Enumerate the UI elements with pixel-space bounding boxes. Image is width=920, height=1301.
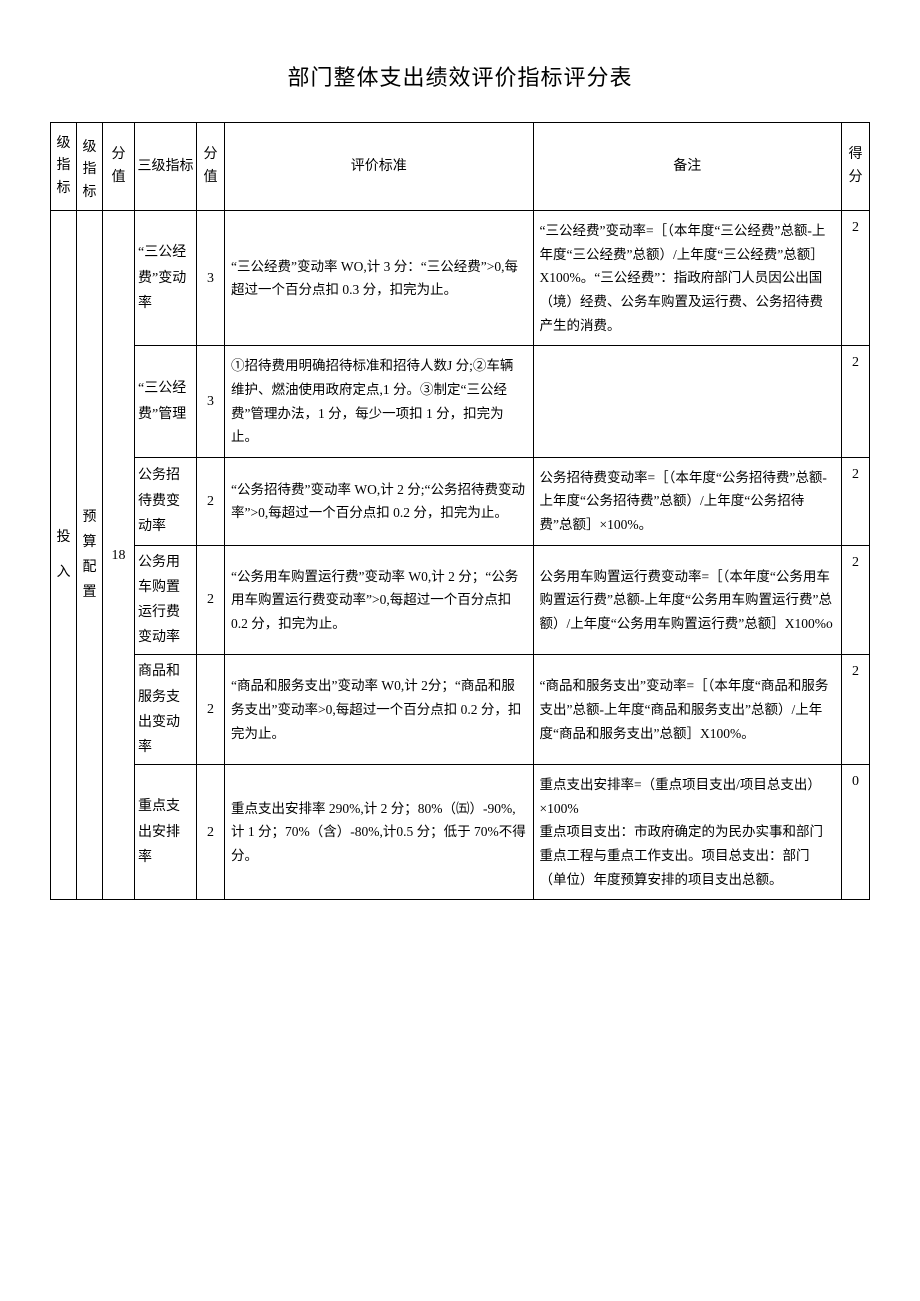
- level3-cell: 商品和服务支出变动率: [135, 655, 197, 765]
- row-score-cell: 3: [197, 346, 225, 458]
- row-score-cell: 2: [197, 545, 225, 655]
- level2-cell: 预算配置: [77, 211, 103, 900]
- row-score-cell: 2: [197, 655, 225, 765]
- remark-cell: 公务用车购置运行费变动率=［（本年度“公务用车购置运行费”总额-上年度“公务用车…: [533, 545, 842, 655]
- final-score-cell: 0: [842, 765, 870, 900]
- page-title: 部门整体支出绩效评价指标评分表: [50, 60, 870, 92]
- col-score2: 分值: [197, 123, 225, 211]
- col-score1: 分值: [103, 123, 135, 211]
- final-score-cell: 2: [842, 211, 870, 346]
- level3-cell: 重点支出安排率: [135, 765, 197, 900]
- col-level1: 级指标: [51, 123, 77, 211]
- remark-cell: 重点支出安排率=（重点项目支出/项目总支出）×100% 重点项目支出：市政府确定…: [533, 765, 842, 900]
- criteria-cell: “公务招待费”变动率 WO,计 2 分;“公务招待费变动率”>0,每超过一个百分…: [225, 457, 534, 545]
- col-level3: 三级指标: [135, 123, 197, 211]
- row-score-cell: 2: [197, 457, 225, 545]
- criteria-cell: “三公经费”变动率 WO,计 3 分：“三公经费”>0,每超过一个百分点扣 0.…: [225, 211, 534, 346]
- final-score-cell: 2: [842, 457, 870, 545]
- table-row: 商品和服务支出变动率 2 “商品和服务支出”变动率 W0,计 2分；“商品和服务…: [51, 655, 870, 765]
- final-score-cell: 2: [842, 346, 870, 458]
- row-score-cell: 3: [197, 211, 225, 346]
- table-header-row: 级指标 级指标 分值 三级指标 分值 评价标准 备注 得分: [51, 123, 870, 211]
- level3-cell: “三公经费”变动率: [135, 211, 197, 346]
- table-row: “三公经费”管理 3 ①招待费用明确招待标准和招待人数J 分;②车辆维护、燃油使…: [51, 346, 870, 458]
- remark-cell: 公务招待费变动率=［（本年度“公务招待费”总额-上年度“公务招待费”总额）/上年…: [533, 457, 842, 545]
- criteria-cell: “商品和服务支出”变动率 W0,计 2分；“商品和服务支出”变动率>0,每超过一…: [225, 655, 534, 765]
- level3-cell: “三公经费”管理: [135, 346, 197, 458]
- criteria-cell: ①招待费用明确招待标准和招待人数J 分;②车辆维护、燃油使用政府定点,1 分。③…: [225, 346, 534, 458]
- col-remark: 备注: [533, 123, 842, 211]
- level2-score-cell: 18: [103, 211, 135, 900]
- col-criteria: 评价标准: [225, 123, 534, 211]
- level3-cell: 公务用车购置运行费变动率: [135, 545, 197, 655]
- remark-cell: [533, 346, 842, 458]
- table-row: 公务用车购置运行费变动率 2 “公务用车购置运行费”变动率 W0,计 2 分；“…: [51, 545, 870, 655]
- table-row: 投入 预算配置 18 “三公经费”变动率 3 “三公经费”变动率 WO,计 3 …: [51, 211, 870, 346]
- criteria-cell: 重点支出安排率 290%,计 2 分；80%（㈤）-90%,计 1 分；70%（…: [225, 765, 534, 900]
- evaluation-table: 级指标 级指标 分值 三级指标 分值 评价标准 备注 得分 投入 预算配置 18…: [50, 122, 870, 900]
- final-score-cell: 2: [842, 545, 870, 655]
- col-level2: 级指标: [77, 123, 103, 211]
- final-score-cell: 2: [842, 655, 870, 765]
- remark-cell: “三公经费”变动率=［（本年度“三公经费”总额-上年度“三公经费”总额）/上年度…: [533, 211, 842, 346]
- table-row: 公务招待费变动率 2 “公务招待费”变动率 WO,计 2 分;“公务招待费变动率…: [51, 457, 870, 545]
- table-row: 重点支出安排率 2 重点支出安排率 290%,计 2 分；80%（㈤）-90%,…: [51, 765, 870, 900]
- criteria-cell: “公务用车购置运行费”变动率 W0,计 2 分；“公务用车购置运行费变动率”>0…: [225, 545, 534, 655]
- level1-cell: 投入: [51, 211, 77, 900]
- row-score-cell: 2: [197, 765, 225, 900]
- col-final: 得分: [842, 123, 870, 211]
- level3-cell: 公务招待费变动率: [135, 457, 197, 545]
- remark-cell: “商品和服务支出”变动率=［（本年度“商品和服务支出”总额-上年度“商品和服务支…: [533, 655, 842, 765]
